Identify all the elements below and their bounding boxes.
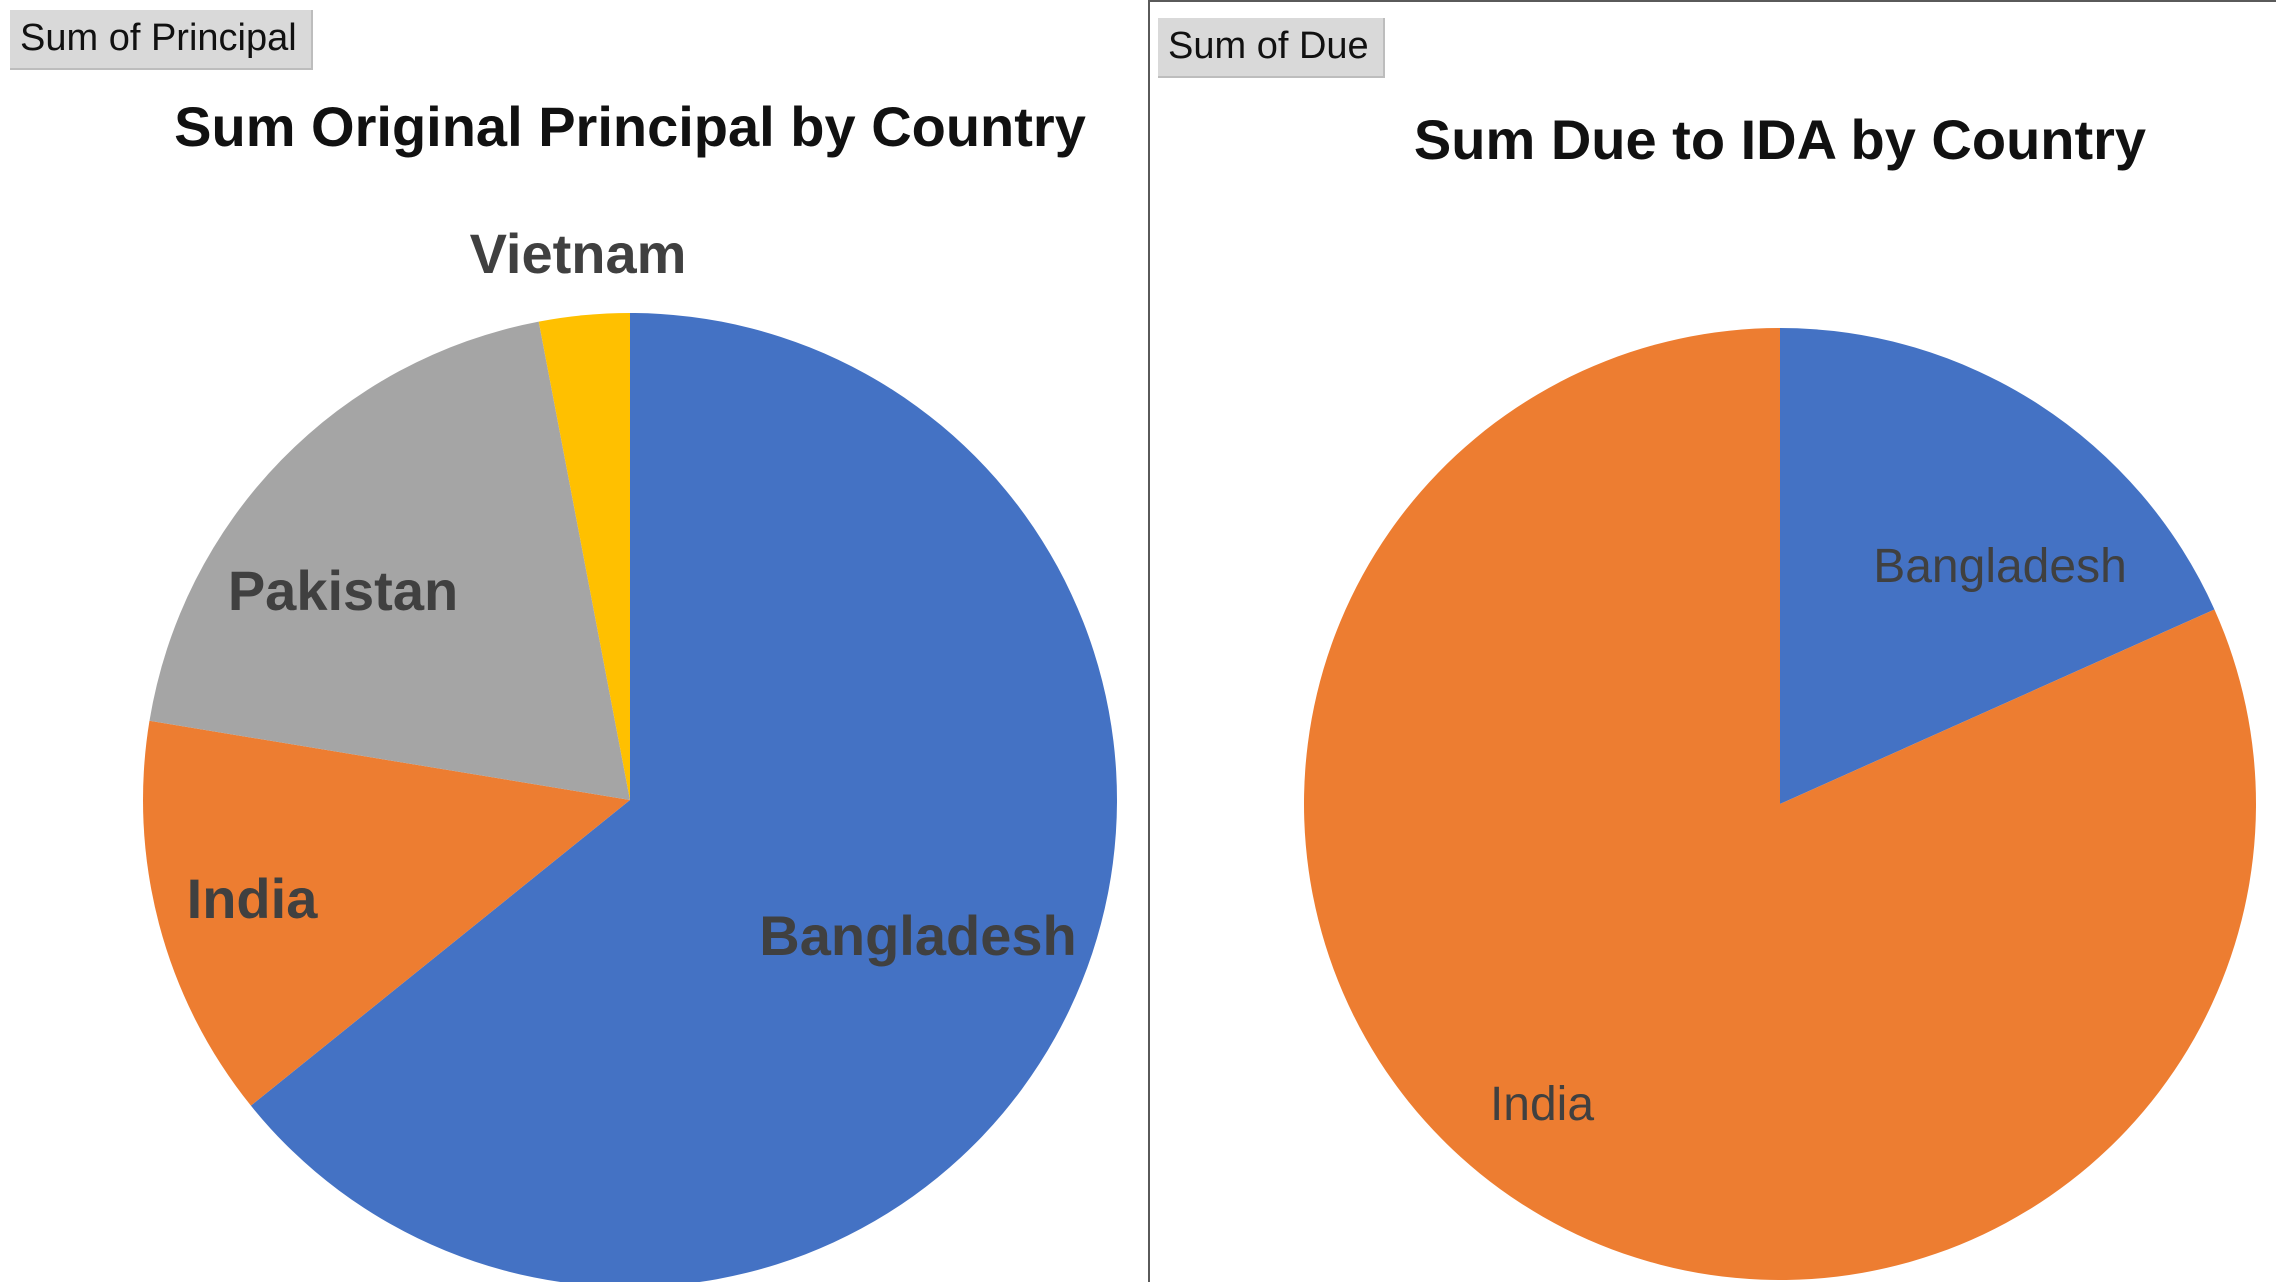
data-label-vietnam: Vietnam: [470, 222, 687, 285]
chart-panel-due: Sum of Due Sum Due to IDA by Country Bang…: [1148, 0, 2276, 1282]
data-label-india: India: [187, 867, 319, 930]
pie-slice-bangladesh[interactable]: [250, 313, 1117, 1282]
data-label-india: India: [1490, 1078, 1594, 1131]
pie-slice-vietnam[interactable]: [538, 313, 630, 800]
field-button-sum-of-principal[interactable]: Sum of Principal: [10, 10, 313, 70]
pie-slice-pakistan[interactable]: [149, 321, 630, 800]
pie-chart-due: Sum Due to IDA by Country Bangladesh India: [1304, 108, 2256, 1280]
chart-panel-principal: Sum of Principal Sum Original Principal …: [10, 10, 1117, 1282]
field-button-sum-of-due[interactable]: Sum of Due: [1158, 18, 1385, 78]
pie-chart-principal: Sum Original Principal by Country Banglad…: [142, 95, 1117, 1282]
chart-title: Sum Due to IDA by Country: [1414, 108, 2146, 171]
pie-slice-india[interactable]: [142, 720, 630, 1106]
pie-slice-india[interactable]: [1304, 328, 2256, 1280]
chart-title: Sum Original Principal by Country: [174, 95, 1086, 158]
data-label-bangladesh: Bangladesh: [759, 904, 1076, 967]
data-label-bangladesh: Bangladesh: [1873, 540, 2127, 593]
pie-slice-bangladesh[interactable]: [1780, 328, 2215, 804]
data-label-pakistan: Pakistan: [228, 559, 458, 622]
